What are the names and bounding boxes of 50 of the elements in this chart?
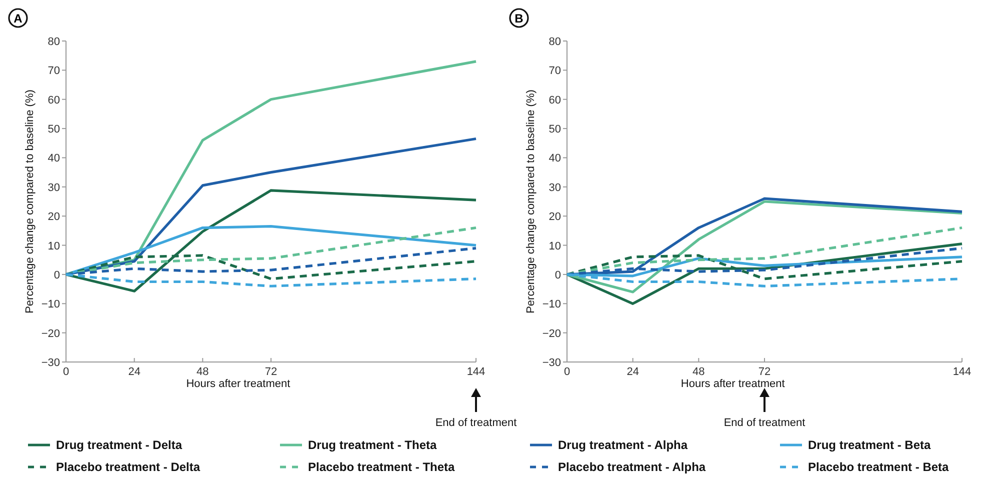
y-tick-label: 60 [548, 94, 561, 106]
text: End of treatment [724, 417, 806, 429]
x-tick-label: 0 [564, 366, 570, 378]
x-tick-label: 144 [466, 366, 486, 378]
y-tick-label: 40 [548, 152, 561, 165]
x-axis-title: Hours after treatment [680, 378, 785, 390]
y-tick-label: 60 [48, 94, 60, 106]
x-tick-label: 48 [196, 366, 209, 378]
chart-title: A [14, 12, 23, 26]
y-tick-label: 30 [548, 182, 561, 194]
x-tick-label: 24 [626, 366, 639, 378]
x-tick-label: 0 [62, 366, 70, 378]
y-tick-label: −20 [41, 328, 60, 340]
y-tick-label: 70 [48, 65, 60, 78]
y-tick-label: −30 [542, 357, 561, 369]
y-axis-title: Percentage change compared to baseline (%) [24, 90, 36, 314]
x-tick-label: 144 [952, 366, 972, 378]
text: End of treatment [435, 417, 517, 429]
x-tick-label: 72 [758, 366, 771, 378]
y-tick-label: 50 [548, 124, 561, 136]
legend-label: Drug treatment - Beta [808, 438, 932, 452]
y-tick-label: 10 [48, 240, 60, 252]
legend-label: Placebo treatment - Theta [308, 460, 456, 474]
y-tick-label: 0 [54, 269, 60, 282]
x-tick-label: 72 [264, 366, 278, 378]
y-tick-label: 70 [548, 65, 561, 78]
y-tick-label: 20 [548, 211, 561, 224]
y-tick-label: 0 [554, 269, 561, 282]
y-tick-label: 40 [48, 152, 60, 165]
legend-label: Placebo treatment - Beta [808, 460, 950, 474]
legend-label: Drug treatment - Delta [56, 438, 182, 452]
legend-label: Placebo treatment - Alpha [558, 460, 706, 474]
y-tick-label: 80 [548, 36, 561, 48]
x-tick-label: 24 [128, 366, 140, 378]
y-tick-label: 20 [48, 211, 60, 224]
y-tick-label: −10 [542, 298, 561, 311]
legend-label: Placebo treatment - Delta [56, 460, 200, 474]
x-axis-title: Hours after treatment [186, 378, 290, 390]
y-tick-label: −30 [41, 357, 60, 369]
y-tick-label: 50 [48, 124, 60, 136]
legend-label: Drug treatment - Theta [308, 438, 438, 452]
y-tick-label: 10 [548, 240, 561, 252]
y-tick-label: −20 [542, 328, 561, 340]
legend-label: Drug treatment - Alpha [558, 438, 688, 452]
y-axis-title: Percentage change compared to baseline (%) [525, 90, 537, 314]
y-tick-label: 30 [48, 182, 60, 194]
x-tick-label: 48 [692, 366, 705, 378]
chart-title: B [514, 12, 524, 26]
y-tick-label: 80 [48, 36, 60, 48]
y-tick-label: −10 [41, 298, 60, 311]
